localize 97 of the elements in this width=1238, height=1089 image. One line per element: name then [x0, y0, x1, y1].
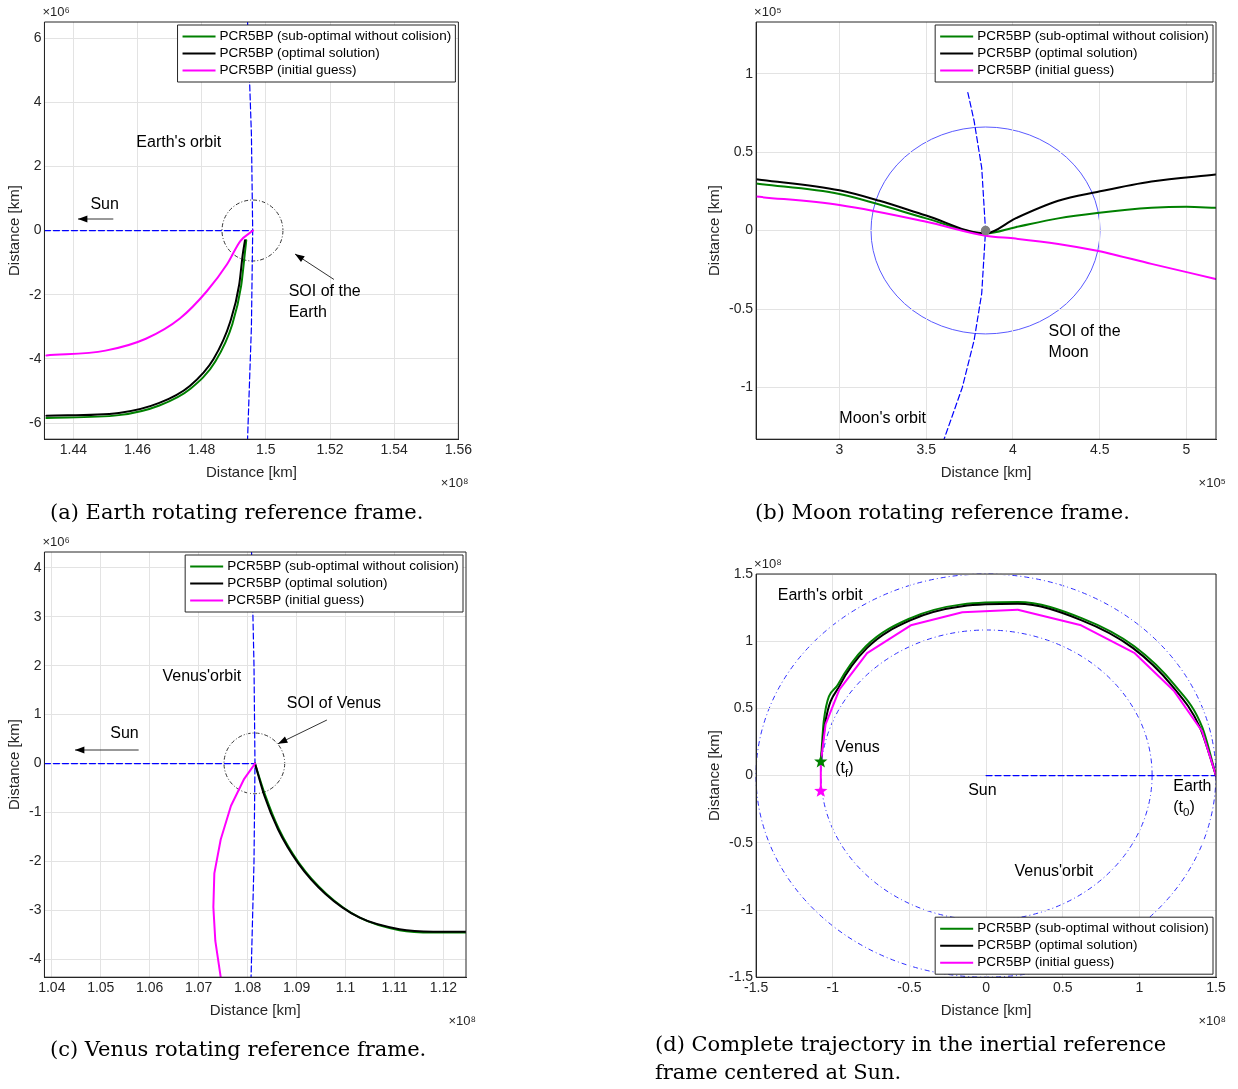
legend-label: PCR5BP (initial guess) [977, 62, 1115, 78]
y-tick-label: -4 [29, 349, 42, 366]
x-tick-label: 1.54 [380, 441, 409, 458]
annotation: Sun [968, 780, 997, 798]
x-tick-label: 3.5 [916, 441, 937, 458]
text: ×10⁶ [42, 3, 70, 19]
y-tick-label: -1 [740, 900, 754, 917]
annotation: Venus'orbit [162, 666, 242, 684]
x-tick-label: 0.5 [1052, 979, 1073, 996]
legend-label: PCR5BP (sub-optimal without colision) [977, 920, 1209, 936]
x-axis-title: Distance [km] [205, 463, 297, 481]
y-tick-label: 0 [33, 754, 42, 771]
x-tick-label: 1.12 [429, 979, 458, 996]
text: (c) Venus rotating reference frame. [50, 1036, 428, 1063]
x-tick-label: 1.56 [444, 441, 473, 458]
annotation: SOI of the Moon [1048, 321, 1121, 360]
y-tick-label: 2 [33, 656, 42, 673]
text: ×10⁸ [754, 555, 782, 571]
annotation: Moon's orbit [839, 409, 927, 427]
y-tick-label: -1 [740, 378, 754, 395]
legend-label: PCR5BP (initial guess) [227, 592, 365, 608]
x-tick-label: 1.48 [188, 441, 216, 458]
legend-label: PCR5BP (sub-optimal without colision) [219, 28, 452, 44]
y-tick-label: -0.5 [729, 833, 754, 850]
legend-label: PCR5BP (optimal solution) [219, 45, 380, 61]
y-tick-label: -3 [29, 901, 42, 918]
x-tick-label: 4 [1009, 441, 1018, 458]
legend-label: PCR5BP (optimal solution) [977, 45, 1138, 61]
y-tick-label: 4 [33, 558, 42, 575]
text: ×10⁸ [448, 1012, 477, 1028]
x-tick-label: 1.11 [381, 979, 408, 996]
text: (d) Complete trajectory in the inertial reference frame centered at Sun. [655, 1031, 1168, 1086]
x-tick-label: 1.44 [59, 441, 88, 458]
x-tick-label: -1 [826, 979, 840, 996]
x-tick-label: 1.04 [38, 979, 66, 996]
y-tick-label: 1.5 [733, 564, 754, 581]
y-axis-title: Distance [km] [705, 185, 723, 277]
y-tick-label: 1 [33, 705, 42, 722]
x-axis-title: Distance [km] [940, 1001, 1032, 1019]
y-tick-label: -4 [29, 950, 42, 967]
y-tick-label: 6 [33, 28, 42, 45]
text: ×10⁸ [440, 474, 469, 490]
y-tick-label: -6 [29, 414, 42, 431]
y-axis-title: Distance [km] [5, 185, 23, 277]
y-tick-label: 0.5 [733, 699, 754, 716]
x-tick-label: 1 [1135, 979, 1144, 996]
text: (a) Earth rotating reference frame. [50, 499, 425, 526]
text: (b) Moon rotating reference frame. [755, 499, 1131, 526]
y-tick-label: -2 [29, 852, 42, 869]
annotation: Sun [110, 723, 139, 741]
y-tick-label: 0 [745, 766, 754, 783]
legend-label: PCR5BP (initial guess) [219, 62, 357, 78]
y-tick-label: 1 [745, 64, 754, 81]
x-tick-label: 1.07 [185, 979, 213, 996]
x-tick-label: 5 [1182, 441, 1191, 458]
y-tick-label: 0.5 [733, 143, 754, 160]
x-tick-label: 1.08 [234, 979, 262, 996]
x-axis-title: Distance [km] [209, 1001, 301, 1019]
text: ×10⁵ [1198, 474, 1227, 490]
x-tick-label: -0.5 [897, 979, 922, 996]
legend-label: PCR5BP (sub-optimal without colision) [977, 28, 1209, 44]
y-tick-label: -0.5 [729, 299, 754, 316]
annotation: Sun [90, 194, 119, 212]
y-tick-label: 2 [33, 157, 42, 174]
x-tick-label: 3 [835, 441, 844, 458]
y-tick-label: -2 [29, 285, 42, 302]
x-tick-label: 1.09 [282, 979, 311, 996]
x-tick-label: 4.5 [1090, 441, 1110, 458]
x-axis-title: Distance [km] [940, 463, 1032, 481]
y-tick-label: 4 [33, 93, 42, 110]
legend-label: PCR5BP (initial guess) [977, 954, 1115, 970]
x-tick-label: 1.06 [136, 979, 164, 996]
x-tick-label: 1.46 [123, 441, 152, 458]
x-tick-label: 1.5 [1206, 979, 1226, 996]
y-tick-label: -1 [29, 803, 42, 820]
y-tick-label: 1 [745, 632, 754, 649]
y-tick-label: 0 [33, 221, 42, 238]
annotation: Venus'orbit [1014, 861, 1094, 879]
annotation: SOI of Venus [286, 694, 382, 712]
x-tick-label: 1.52 [316, 441, 344, 458]
y-axis-title: Distance [km] [705, 730, 723, 822]
x-tick-label: 1.5 [256, 441, 276, 458]
legend-label: PCR5BP (optimal solution) [977, 937, 1138, 953]
y-axis-title: Distance [km] [5, 719, 23, 811]
text: ×10⁶ [42, 533, 70, 549]
x-tick-label: 0 [982, 979, 991, 996]
legend-label: PCR5BP (sub-optimal without colision) [227, 558, 459, 574]
y-tick-label: 0 [745, 221, 754, 238]
annotation: Earth's orbit [136, 132, 222, 150]
annotation: SOI of the Earth [288, 281, 361, 320]
x-tick-label: 1.05 [87, 979, 115, 996]
text: ×10⁸ [1198, 1012, 1227, 1028]
legend-label: PCR5BP (optimal solution) [227, 575, 388, 591]
annotation: Earth's orbit [777, 585, 864, 603]
x-tick-label: 1.1 [335, 979, 356, 996]
text: ×10⁵ [754, 3, 782, 19]
y-tick-label: 3 [33, 607, 42, 624]
